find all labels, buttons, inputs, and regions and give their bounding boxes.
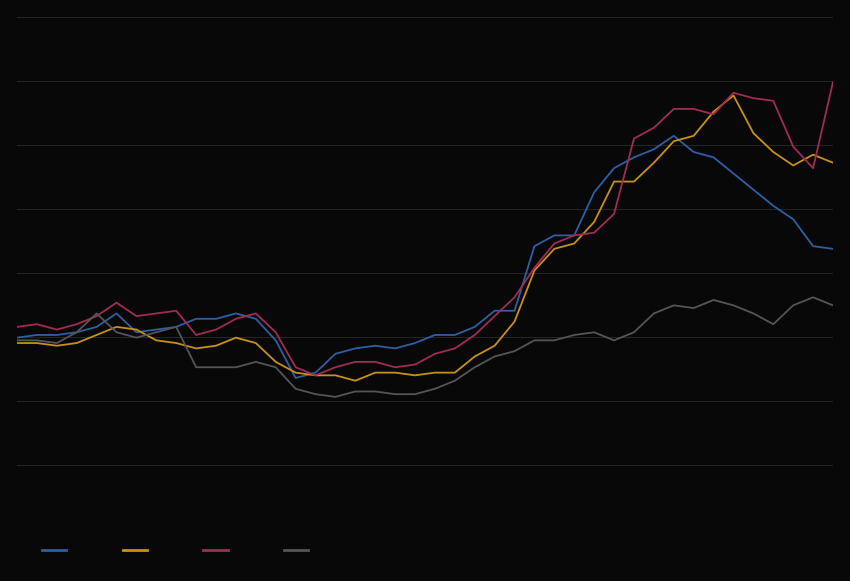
Legend: , , , : , , , [38,542,320,560]
